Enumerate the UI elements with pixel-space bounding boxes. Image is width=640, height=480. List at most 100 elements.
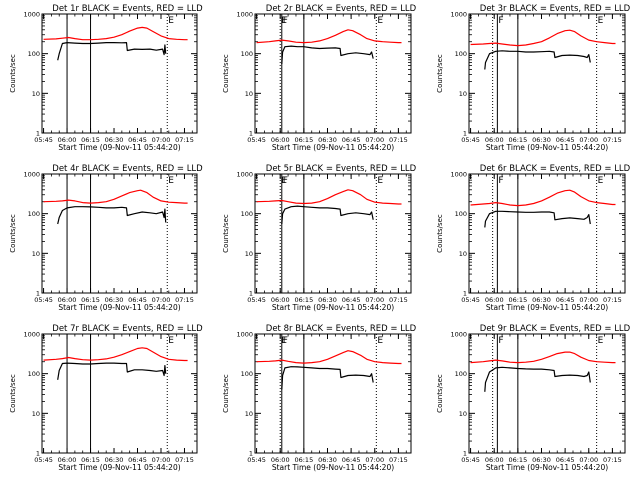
x-tick-label: 06:15 bbox=[294, 136, 313, 144]
x-tick-label: 05:45 bbox=[247, 456, 266, 464]
y-tick-label: 100 bbox=[455, 50, 467, 58]
plot-frame bbox=[254, 13, 412, 134]
y-tick-label: 1 bbox=[36, 290, 40, 298]
chart-panel-2: Det 2r BLACK = Events, RED = LLD 05:45 06:… bbox=[222, 4, 417, 152]
plot-frame bbox=[468, 173, 626, 294]
lld-series-line bbox=[256, 350, 402, 365]
x-tick-label: 06:00 bbox=[271, 296, 290, 304]
x-axis-label: Start Time (09-Nov-11 05:44:20) bbox=[486, 143, 608, 152]
x-tick-label: 07:00 bbox=[152, 296, 171, 304]
x-tick-label: 07:00 bbox=[365, 136, 384, 144]
y-tick-label: 10 bbox=[245, 250, 253, 258]
lld-series-line bbox=[470, 351, 616, 364]
chart-title: Det 6r BLACK = Events, RED = LLD bbox=[480, 164, 631, 174]
event-marker-label: E bbox=[598, 336, 604, 346]
event-marker-label: E bbox=[168, 176, 174, 186]
x-tick-label: 05:45 bbox=[461, 456, 480, 464]
y-tick-label: 1 bbox=[249, 130, 253, 138]
x-axis-label: Start Time (09-Nov-11 05:44:20) bbox=[58, 303, 180, 312]
chart-panel-8: Det 8r BLACK = Events, RED = LLD 05:45 06:… bbox=[222, 324, 417, 472]
events-series-line bbox=[484, 210, 591, 228]
event-marker-label: E bbox=[377, 16, 383, 26]
x-tick-label: 06:00 bbox=[58, 136, 77, 144]
x-axis-label: Start Time (09-Nov-11 05:44:20) bbox=[58, 143, 180, 152]
y-tick-label: 1000 bbox=[450, 171, 467, 179]
y-tick-label: 100 bbox=[241, 370, 253, 378]
x-tick-label: 07:00 bbox=[579, 136, 598, 144]
chart-panel-4: Det 4r BLACK = Events, RED = LLD 05:45 06:… bbox=[9, 164, 203, 312]
event-marker-label: E bbox=[377, 176, 383, 186]
plot-frame bbox=[41, 333, 198, 454]
events-series-line bbox=[281, 366, 374, 390]
y-tick-label: 10 bbox=[459, 90, 467, 98]
x-axis-label: Start Time (09-Nov-11 05:44:20) bbox=[272, 463, 394, 472]
x-tick-label: 06:45 bbox=[128, 136, 147, 144]
x-tick-label: 06:15 bbox=[81, 296, 100, 304]
x-tick-label: 07:15 bbox=[175, 296, 194, 304]
x-tick-label: 06:15 bbox=[81, 456, 100, 464]
x-tick-label: 07:15 bbox=[603, 456, 622, 464]
chart-title: Det 1r BLACK = Events, RED = LLD bbox=[52, 4, 203, 14]
x-tick-label: 05:45 bbox=[34, 136, 53, 144]
x-tick-label: 06:00 bbox=[485, 136, 504, 144]
x-tick-label: 06:30 bbox=[105, 136, 124, 144]
chart-title: Det 8r BLACK = Events, RED = LLD bbox=[266, 324, 417, 334]
plot-frame bbox=[468, 13, 626, 134]
x-tick-label: 07:00 bbox=[579, 296, 598, 304]
events-series-line bbox=[57, 206, 167, 225]
y-tick-label: 100 bbox=[241, 50, 253, 58]
events-series-line bbox=[484, 50, 591, 70]
x-tick-label: 06:30 bbox=[532, 456, 551, 464]
y-tick-label: 10 bbox=[32, 250, 40, 258]
plot-frame bbox=[468, 333, 626, 454]
x-axis-label: Start Time (09-Nov-11 05:44:20) bbox=[486, 303, 608, 312]
x-tick-label: 06:00 bbox=[271, 456, 290, 464]
x-tick-label: 07:00 bbox=[152, 136, 171, 144]
x-tick-label: 06:45 bbox=[342, 456, 361, 464]
events-series-line bbox=[57, 362, 167, 380]
x-tick-label: 06:45 bbox=[342, 136, 361, 144]
x-tick-label: 06:30 bbox=[532, 136, 551, 144]
y-axis-label: Counts/sec bbox=[436, 54, 444, 93]
chart-panel-6: Det 6r BLACK = Events, RED = LLD 05:45 06:… bbox=[436, 164, 631, 312]
x-tick-label: 06:00 bbox=[485, 296, 504, 304]
events-series-line bbox=[281, 45, 374, 65]
chart-title: Det 9r BLACK = Events, RED = LLD bbox=[480, 324, 631, 334]
x-tick-label: 06:30 bbox=[105, 456, 124, 464]
events-series-line bbox=[57, 41, 167, 61]
plot-frame bbox=[254, 333, 412, 454]
y-tick-label: 1000 bbox=[23, 171, 40, 179]
y-tick-label: 1 bbox=[463, 450, 467, 458]
x-tick-label: 06:00 bbox=[58, 296, 77, 304]
x-tick-label: 07:15 bbox=[175, 456, 194, 464]
event-marker-label: E bbox=[598, 16, 604, 26]
lld-series-line bbox=[43, 189, 188, 204]
x-axis-label: Start Time (09-Nov-11 05:44:20) bbox=[486, 463, 608, 472]
y-tick-label: 1000 bbox=[236, 11, 253, 19]
event-marker-label: E bbox=[377, 336, 383, 346]
y-tick-label: 10 bbox=[32, 410, 40, 418]
x-tick-label: 07:15 bbox=[175, 136, 194, 144]
y-tick-label: 10 bbox=[245, 90, 253, 98]
x-tick-label: 07:00 bbox=[365, 296, 384, 304]
x-tick-label: 05:45 bbox=[461, 136, 480, 144]
x-tick-label: 06:15 bbox=[294, 456, 313, 464]
y-axis-label: Counts/sec bbox=[9, 54, 17, 93]
lld-series-line bbox=[43, 26, 188, 41]
x-tick-label: 06:15 bbox=[81, 136, 100, 144]
x-tick-label: 07:00 bbox=[579, 456, 598, 464]
lld-series-line bbox=[256, 189, 402, 205]
lld-series-line bbox=[470, 29, 616, 47]
chart-title: Det 4r BLACK = Events, RED = LLD bbox=[52, 164, 203, 174]
chart-title: Det 7r BLACK = Events, RED = LLD bbox=[52, 324, 203, 334]
y-tick-label: 10 bbox=[32, 90, 40, 98]
x-tick-label: 06:00 bbox=[271, 136, 290, 144]
event-marker-label: F bbox=[283, 176, 288, 186]
x-tick-label: 06:15 bbox=[294, 296, 313, 304]
lld-series-line bbox=[256, 29, 402, 44]
y-axis-label: Counts/sec bbox=[436, 374, 444, 413]
x-tick-label: 06:30 bbox=[318, 296, 337, 304]
plot-frame bbox=[254, 173, 412, 294]
y-tick-label: 10 bbox=[459, 250, 467, 258]
